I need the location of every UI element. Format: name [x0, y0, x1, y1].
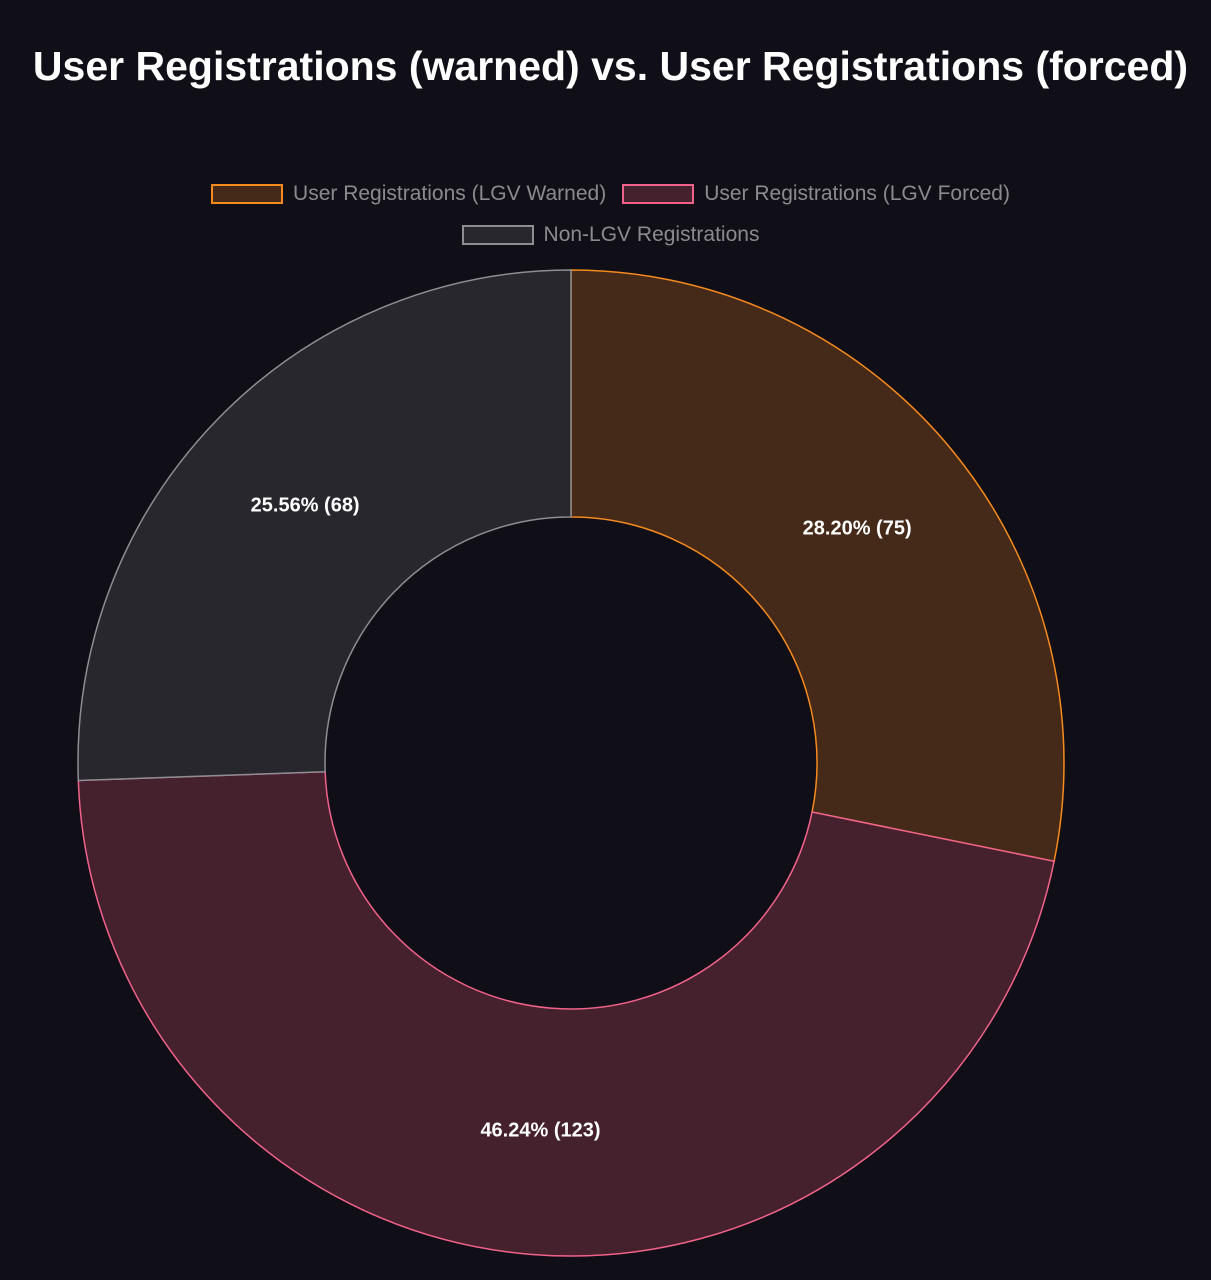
slice-non-lgv[interactable]	[77, 269, 572, 782]
legend-item-lgv-forced[interactable]: User Registrations (LGV Forced)	[622, 182, 1010, 206]
slice-lgv-warned[interactable]	[570, 269, 1065, 863]
legend-label-non-lgv: Non-LGV Registrations	[543, 223, 760, 246]
slice-label-non-lgv: 25.56% (68)	[251, 495, 360, 517]
slice-lgv-forced[interactable]	[77, 770, 1055, 1257]
legend-swatch-lgv-forced	[622, 184, 695, 204]
legend: User Registrations (LGV Warned) User Reg…	[0, 182, 1211, 247]
legend-row: Non-LGV Registrations	[5, 223, 1211, 247]
slice-label-lgv-forced: 46.24% (123)	[480, 1120, 600, 1142]
legend-item-non-lgv[interactable]: Non-LGV Registrations	[461, 223, 760, 247]
legend-label-lgv-warned: User Registrations (LGV Warned)	[293, 182, 607, 205]
legend-swatch-non-lgv	[461, 225, 534, 245]
legend-swatch-lgv-warned	[211, 184, 284, 204]
legend-label-lgv-forced: User Registrations (LGV Forced)	[704, 182, 1010, 205]
legend-item-lgv-warned[interactable]: User Registrations (LGV Warned)	[211, 182, 606, 206]
legend-row: User Registrations (LGV Warned) User Reg…	[5, 182, 1211, 206]
slice-label-lgv-warned: 28.20% (75)	[803, 518, 912, 540]
chart-title: User Registrations (warned) vs. User Reg…	[32, 43, 1189, 89]
